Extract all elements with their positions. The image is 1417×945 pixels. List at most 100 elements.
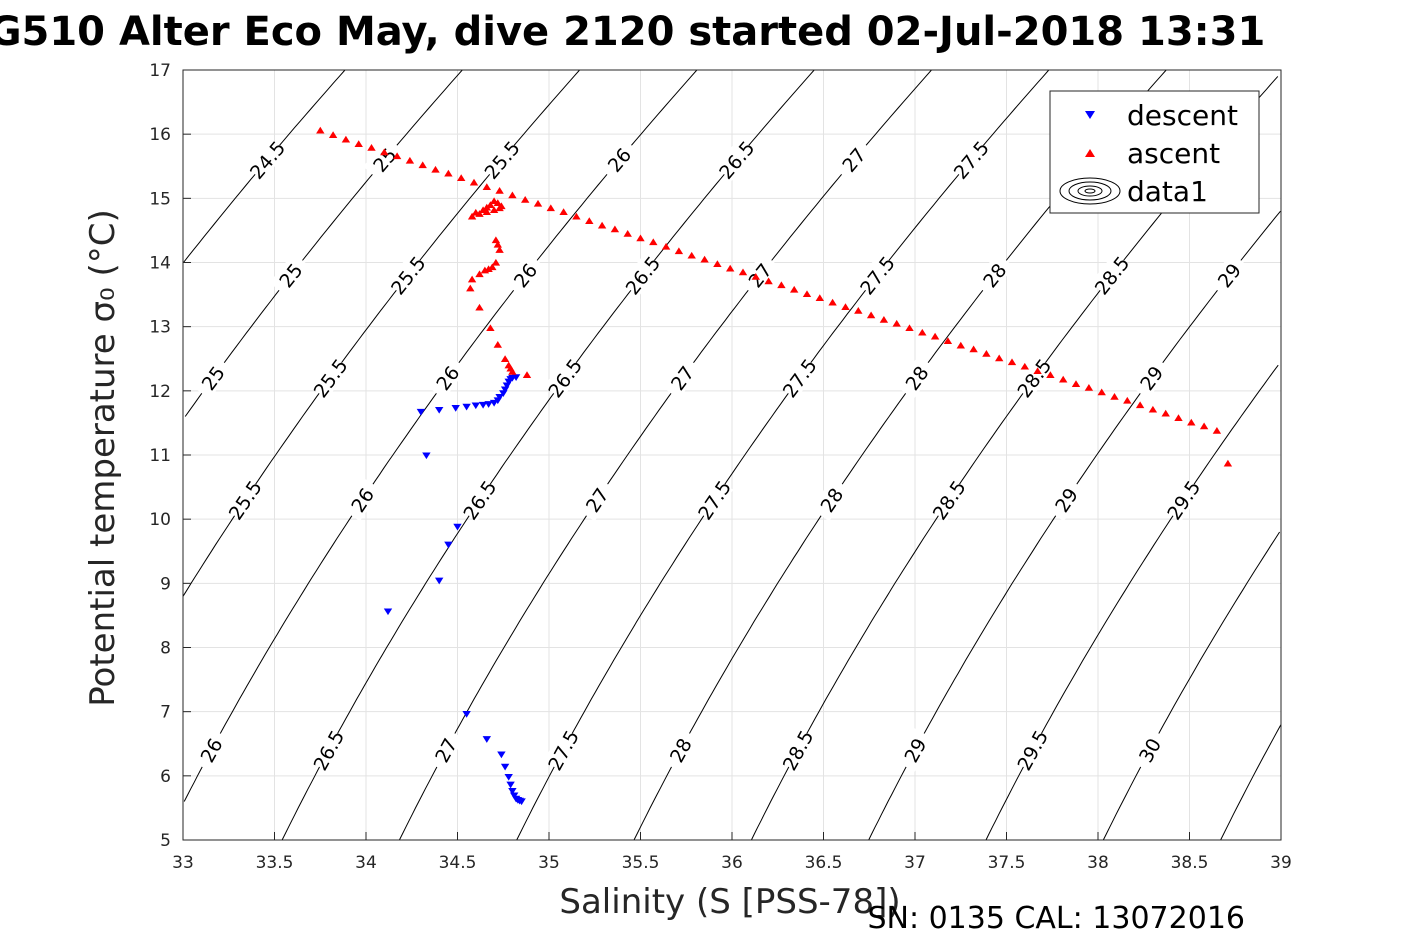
ascent-point <box>610 225 620 233</box>
ascent-point <box>802 290 812 298</box>
ascent-point <box>1097 388 1106 396</box>
ascent-point <box>405 156 415 164</box>
descent-point <box>383 608 393 616</box>
descent-point <box>453 523 462 531</box>
descent-point <box>508 788 517 795</box>
contour-line <box>1220 724 1282 841</box>
ascent-point <box>486 324 495 332</box>
legend-ascent-marker <box>1085 149 1095 157</box>
x-tick-label: 33 <box>172 853 194 873</box>
ascent-point <box>495 187 504 194</box>
ascent-point <box>995 354 1004 362</box>
serial-calibration-text: SN: 0135 CAL: 13072016 <box>867 901 1245 936</box>
descent-point <box>495 394 504 401</box>
ascent-point <box>969 345 978 353</box>
ascent-point <box>815 294 824 301</box>
ascent-point <box>1223 459 1233 467</box>
contour-line <box>184 69 463 417</box>
descent-point <box>517 798 526 806</box>
ascent-point <box>1212 427 1222 434</box>
legend-descent-label: descent <box>1127 99 1238 132</box>
ascent-point <box>649 238 658 246</box>
descent-point <box>500 763 510 771</box>
ascent-point <box>1071 380 1081 387</box>
x-tick-label: 33.5 <box>256 853 294 873</box>
ascent-point <box>585 217 594 224</box>
x-tick-label: 38.5 <box>1171 853 1209 873</box>
ascent-point <box>790 285 799 293</box>
ascent-point <box>930 332 940 340</box>
ascent-point <box>418 161 427 169</box>
x-tick-label: 34.5 <box>439 853 477 873</box>
descent-point <box>444 541 453 549</box>
ascent-point <box>341 135 351 143</box>
descent-point <box>435 577 444 585</box>
ascent-point <box>489 206 499 214</box>
ascent-point <box>713 260 722 267</box>
ascent-point <box>495 246 504 253</box>
x-tick-label: 36 <box>721 853 743 873</box>
ascent-point <box>380 148 389 156</box>
ascent-point <box>431 165 440 173</box>
ascent-point <box>482 183 491 190</box>
chart-title: G510 Alter Eco May, dive 2120 started 02… <box>0 9 1265 55</box>
ascent-point <box>1199 422 1209 430</box>
ascent-point <box>367 144 376 151</box>
ascent-point <box>828 298 837 306</box>
x-tick-label: 38 <box>1087 853 1109 873</box>
ascent-point <box>1033 367 1042 375</box>
ascent-point <box>482 203 491 211</box>
contour-line <box>281 69 815 841</box>
x-axis-label: Salinity (S [PSS-78]) <box>559 882 900 922</box>
ascent-point <box>674 247 684 255</box>
y-tick-label: 7 <box>160 703 171 723</box>
descent-point <box>484 401 493 408</box>
descent-point <box>435 406 444 414</box>
descent-point <box>506 781 515 789</box>
ascent-point <box>738 268 748 276</box>
ascent-point <box>1187 418 1196 426</box>
ascent-point <box>489 197 499 205</box>
y-tick-label: 15 <box>149 189 171 209</box>
x-tick-label: 35.5 <box>622 853 660 873</box>
ascent-point <box>354 140 363 147</box>
descent-point <box>497 751 506 759</box>
ascent-point <box>1059 375 1068 383</box>
ascent-point <box>1020 362 1029 370</box>
ascent-point <box>475 303 484 311</box>
ascent-series <box>316 126 1233 467</box>
y-tick-label: 9 <box>160 574 171 594</box>
ascent-point <box>444 169 453 177</box>
ascent-point <box>751 273 760 280</box>
ascent-point <box>1046 371 1055 378</box>
ascent-point <box>597 221 607 229</box>
legend-data1-label: data1 <box>1127 175 1208 208</box>
ascent-point <box>764 277 773 285</box>
legend-ascent-label: ascent <box>1127 137 1220 170</box>
ascent-point <box>879 316 889 323</box>
y-tick-label: 17 <box>149 61 171 81</box>
ascent-point <box>956 341 965 349</box>
y-axis-label: Potential temperature σ₀ (°C) <box>83 209 123 707</box>
x-tick-label: 37 <box>904 853 926 873</box>
ascent-point <box>471 208 480 216</box>
ascent-point <box>508 368 517 375</box>
x-tick-label: 34 <box>355 853 377 873</box>
ascent-point <box>469 178 479 186</box>
ascent-point <box>328 131 338 138</box>
ascent-point <box>572 212 581 220</box>
ascent-point <box>316 126 325 134</box>
legend-box <box>1049 90 1260 214</box>
contour-label: 25 <box>192 355 233 400</box>
contour-line <box>183 69 698 802</box>
y-tick-label: 11 <box>149 446 171 466</box>
ascent-point <box>1084 384 1094 391</box>
ascent-point <box>480 266 490 274</box>
ascent-point <box>493 341 502 348</box>
ascent-point <box>854 307 863 314</box>
ascent-point <box>726 264 735 272</box>
descent-point <box>451 405 460 412</box>
ascent-point <box>700 255 709 263</box>
contour-line <box>516 69 1050 841</box>
x-axis-ticks: 33 33.5 34 34.5 35 35.5 36 36.5 37 37.5 38 38.5 39 <box>172 832 1292 873</box>
